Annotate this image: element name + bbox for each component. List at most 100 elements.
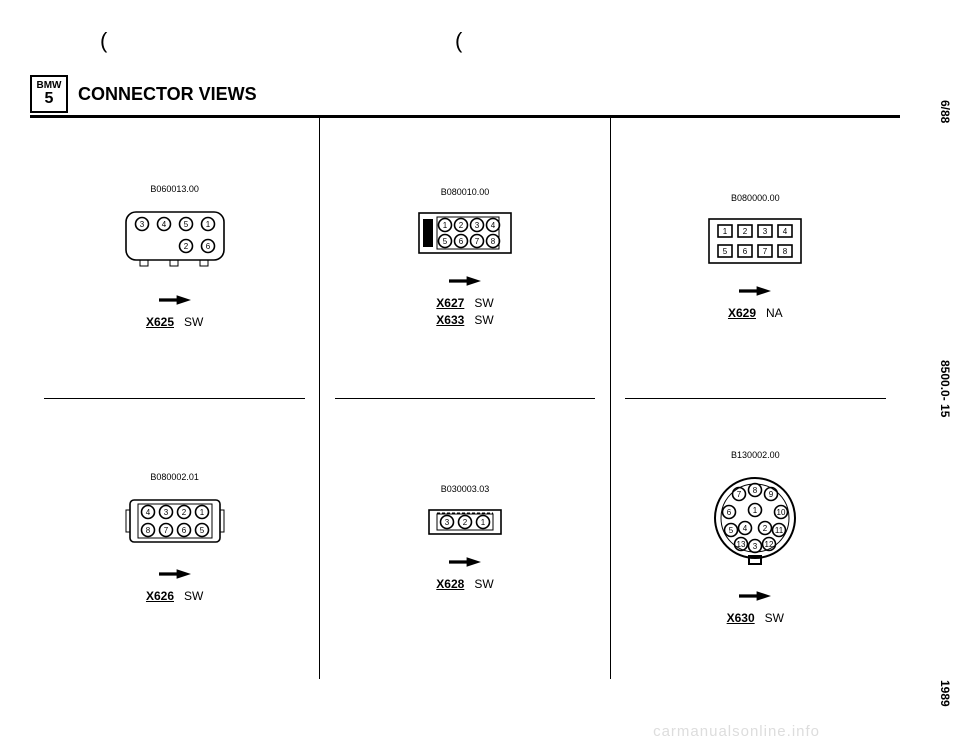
svg-text:5: 5	[723, 247, 728, 256]
connector-diagram: 78961105421113312	[705, 472, 805, 572]
connector-labels: X626 SW	[146, 586, 203, 606]
direction-arrow-icon	[739, 588, 771, 598]
svg-text:6: 6	[743, 247, 748, 256]
connector-labels: X625 SW	[146, 312, 203, 332]
svg-text:8: 8	[753, 486, 758, 495]
header-row: BMW 5 CONNECTOR VIEWS	[30, 75, 900, 118]
connector-label-row: X628 SW	[436, 577, 493, 591]
svg-text:4: 4	[743, 524, 748, 533]
paren-mark-left: (	[100, 28, 107, 54]
cell-x625: B060013.00345126X625SW	[30, 118, 319, 398]
connector-color-code: SW	[184, 315, 203, 329]
svg-text:3: 3	[475, 221, 480, 230]
column-middle: B080010.0012345678X627SWX633SW B030003.0…	[319, 118, 610, 679]
svg-text:3: 3	[763, 227, 768, 236]
svg-text:1: 1	[443, 221, 448, 230]
svg-text:7: 7	[163, 526, 168, 535]
svg-text:7: 7	[737, 490, 742, 499]
direction-arrow-icon	[739, 283, 771, 293]
connector-labels: X630 SW	[727, 608, 784, 628]
svg-text:5: 5	[443, 237, 448, 246]
connector-color-code: SW	[474, 577, 493, 591]
svg-text:2: 2	[459, 221, 464, 230]
svg-text:1: 1	[753, 506, 758, 515]
svg-text:12: 12	[765, 540, 774, 549]
svg-text:2: 2	[463, 518, 468, 527]
connector-labels: X627 SW X633 SW	[436, 293, 493, 330]
connector-diagram: 12345678	[415, 209, 515, 257]
connector-color-code: SW	[474, 313, 493, 327]
svg-text:6: 6	[205, 242, 210, 251]
connector-color-code: SW	[184, 589, 203, 603]
connector-label-row: X627 SW	[436, 296, 493, 310]
svg-text:3: 3	[445, 518, 450, 527]
svg-text:4: 4	[783, 227, 788, 236]
connector-label-row: X633 SW	[436, 313, 493, 327]
connector-color-code: SW	[474, 296, 493, 310]
connector-label-row: X629 NA	[728, 306, 783, 320]
direction-arrow-icon	[159, 566, 191, 576]
connector-xref: X630	[727, 611, 755, 625]
svg-text:9: 9	[769, 490, 774, 499]
part-number: B130002.00	[731, 450, 780, 460]
cell-x630: B130002.0078961105421113312X630SW	[611, 399, 900, 679]
svg-text:1: 1	[199, 508, 204, 517]
connector-color-code: SW	[765, 611, 784, 625]
svg-text:10: 10	[777, 508, 786, 517]
column-left: B060013.00345126X625SW B080002.014321876…	[30, 118, 319, 679]
bmw-logo: BMW 5	[30, 75, 68, 113]
connector-diagram: 43218765	[124, 494, 226, 550]
svg-text:2: 2	[763, 524, 768, 533]
svg-text:3: 3	[139, 220, 144, 229]
connector-color-code: NA	[766, 306, 783, 320]
cell-x629: B080000.0012345678X629NA	[611, 118, 900, 398]
svg-text:8: 8	[145, 526, 150, 535]
column-right: B080000.0012345678X629NA B130002.0078961…	[611, 118, 900, 679]
cell-x626: B080002.0143218765X626SW	[30, 399, 319, 679]
paren-mark-right: (	[455, 28, 462, 54]
connector-xref: X629	[728, 306, 756, 320]
side-code: 8500.0- 15	[938, 360, 952, 417]
page: BMW 5 CONNECTOR VIEWS B060013.00345126X6…	[30, 75, 900, 679]
connector-labels: X628 SW	[436, 574, 493, 594]
svg-text:6: 6	[459, 237, 464, 246]
svg-text:3: 3	[163, 508, 168, 517]
svg-text:13: 13	[737, 540, 746, 549]
svg-text:7: 7	[475, 237, 480, 246]
part-number: B030003.03	[441, 484, 490, 494]
svg-text:1: 1	[723, 227, 728, 236]
svg-text:7: 7	[763, 247, 768, 256]
connector-xref: X627	[436, 296, 464, 310]
direction-arrow-icon	[449, 554, 481, 564]
svg-text:5: 5	[183, 220, 188, 229]
part-number: B080010.00	[441, 187, 490, 197]
connector-labels: X629 NA	[728, 303, 783, 323]
svg-text:6: 6	[181, 526, 186, 535]
direction-arrow-icon	[159, 292, 191, 302]
connector-diagram: 345126	[120, 206, 230, 276]
svg-text:4: 4	[145, 508, 150, 517]
connector-xref: X633	[436, 313, 464, 327]
connector-label-row: X625 SW	[146, 315, 203, 329]
direction-arrow-icon	[449, 273, 481, 283]
connector-xref: X626	[146, 589, 174, 603]
svg-text:4: 4	[161, 220, 166, 229]
svg-text:5: 5	[729, 526, 734, 535]
svg-text:3: 3	[753, 542, 758, 551]
connector-xref: X628	[436, 577, 464, 591]
connector-label-row: X630 SW	[727, 611, 784, 625]
connector-label-row: X626 SW	[146, 589, 203, 603]
part-number: B080002.01	[150, 472, 199, 482]
part-number: B060013.00	[150, 184, 199, 194]
connector-diagram: 12345678	[705, 215, 805, 267]
side-year: 1989	[938, 680, 952, 707]
svg-text:4: 4	[491, 221, 496, 230]
svg-text:11: 11	[775, 526, 784, 535]
logo-line2: 5	[45, 91, 54, 107]
cell-x627: B080010.0012345678X627SWX633SW	[320, 118, 609, 398]
connector-xref: X625	[146, 315, 174, 329]
part-number: B080000.00	[731, 193, 780, 203]
svg-text:5: 5	[199, 526, 204, 535]
svg-text:2: 2	[183, 242, 188, 251]
page-title: CONNECTOR VIEWS	[78, 84, 257, 105]
